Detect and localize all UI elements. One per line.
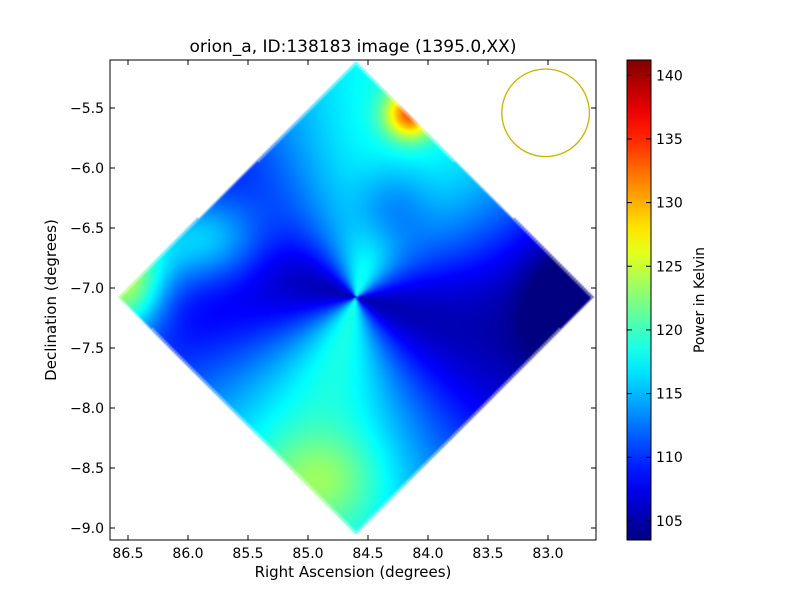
y-tick-label: −5.5 <box>70 101 104 117</box>
y-tick-label: −8.5 <box>70 461 104 477</box>
heatmap-image <box>110 60 596 540</box>
colorbar-tick-label: 110 <box>656 450 683 466</box>
colorbar-label: Power in Kelvin <box>692 247 708 353</box>
x-tick-label: 83.5 <box>472 546 503 562</box>
colorbar-tick-label: 130 <box>656 196 683 212</box>
y-axis-label: Declination (degrees) <box>42 219 60 381</box>
plot-frame <box>109 59 597 541</box>
colorbar-tick-label: 135 <box>656 132 683 148</box>
x-tick-label: 85.0 <box>292 546 323 562</box>
chart-title: orion_a, ID:138183 image (1395.0,XX) <box>190 37 517 57</box>
x-tick-label: 86.5 <box>112 546 143 562</box>
y-tick-label: −9.0 <box>70 521 104 537</box>
colorbar-tick-label: 115 <box>656 387 683 403</box>
colorbar-tick-label: 125 <box>656 259 683 275</box>
colorbar: 105 110 115 120 125 130 135 140 Power in Kelvin <box>626 59 708 541</box>
colorbar-tick-label: 120 <box>656 323 683 339</box>
x-tick-label: 85.5 <box>232 546 263 562</box>
y-tick-label: −6.0 <box>70 161 104 177</box>
x-tick-label: 83.0 <box>532 546 563 562</box>
x-axis-ticks: 86.5 86.0 85.5 85.0 84.5 84.0 83.5 83.0 <box>112 60 564 562</box>
y-tick-label: −8.0 <box>70 401 104 417</box>
y-axis-ticks: −5.5 −6.0 −6.5 −7.0 −7.5 −8.0 −8.5 −9.0 <box>70 101 596 537</box>
x-axis-label: Right Ascension (degrees) <box>255 563 452 581</box>
x-tick-label: 86.0 <box>172 546 203 562</box>
x-tick-label: 84.5 <box>352 546 383 562</box>
y-tick-label: −7.5 <box>70 341 104 357</box>
beam-circle <box>501 68 591 158</box>
y-tick-label: −6.5 <box>70 221 104 237</box>
colorbar-tick-label: 140 <box>656 68 683 84</box>
colorbar-gradient <box>626 59 652 541</box>
plot-area: 86.5 86.0 85.5 85.0 84.5 84.0 83.5 83.0 −5.5 −6.… <box>70 59 597 562</box>
y-tick-label: −7.0 <box>70 281 104 297</box>
colorbar-ticks: 105 110 115 120 125 130 135 140 <box>627 68 683 530</box>
x-tick-label: 84.0 <box>412 546 443 562</box>
colorbar-tick-label: 105 <box>656 514 683 530</box>
